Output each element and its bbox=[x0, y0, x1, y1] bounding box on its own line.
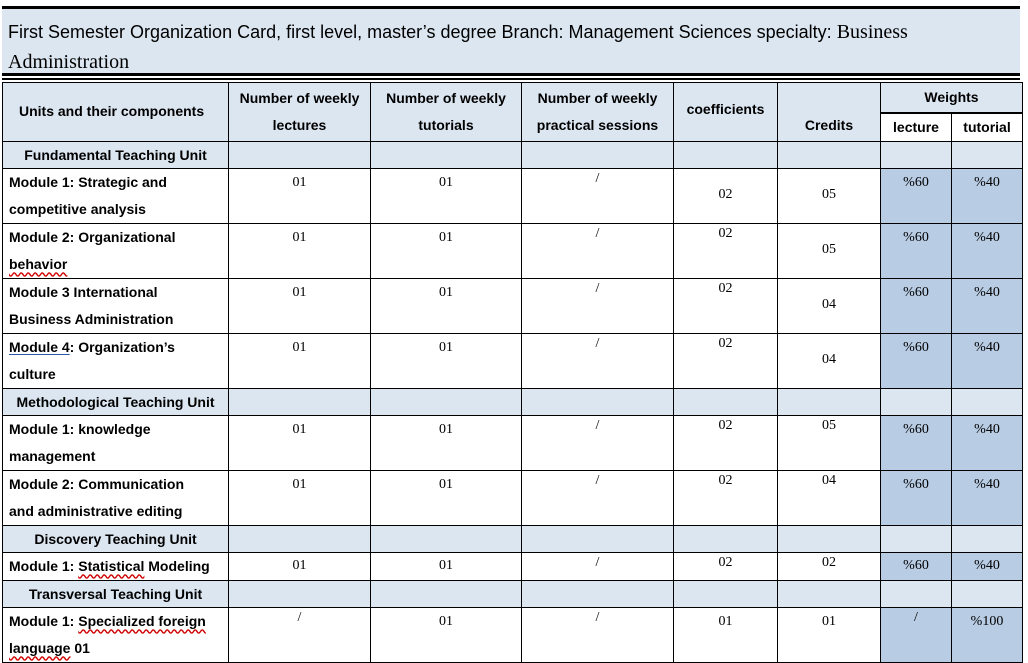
tutorials-cell: 01 bbox=[370, 551, 522, 581]
unit-name: Methodological Teaching Unit bbox=[2, 387, 229, 416]
col-header-tutorials: Number of weekly tutorials bbox=[370, 82, 522, 142]
practical-cell: / bbox=[521, 277, 674, 334]
credits-cell: 05 bbox=[777, 222, 881, 279]
module-name: Module 2: Communication and administrativ… bbox=[2, 469, 229, 526]
weight-lecture-cell: / bbox=[880, 606, 952, 663]
module-name: Module 2: Organizational behavior bbox=[2, 222, 229, 279]
lectures-cell: 01 bbox=[228, 222, 371, 279]
credits-cell: 01 bbox=[777, 606, 881, 663]
credits-cell: 02 bbox=[777, 551, 881, 581]
weight-tutorial-cell: %40 bbox=[950, 222, 1024, 279]
weight-lecture-cell: %60 bbox=[880, 222, 952, 279]
coefficient-cell: 01 bbox=[673, 606, 778, 663]
col-header-practical: Number of weekly practical sessions bbox=[521, 82, 674, 142]
credits-cell: 05 bbox=[777, 167, 881, 224]
weight-lecture-cell: %60 bbox=[880, 469, 952, 526]
table-row: Module 3 International Business Administr… bbox=[2, 277, 1024, 334]
weight-tutorial-cell: %100 bbox=[950, 606, 1024, 663]
col-header-weights: Weights bbox=[879, 82, 1024, 114]
unit-row: Fundamental Teaching Unit bbox=[2, 140, 1024, 169]
coefficient-cell: 02 bbox=[673, 167, 778, 224]
col-header-lectures: Number of weekly lectures bbox=[228, 82, 371, 142]
module-name: Module 4: Organization’s culture bbox=[2, 332, 229, 389]
col-header-weight-lecture: lecture bbox=[880, 112, 952, 142]
table-row: Module 1: Statistical Modeling 01 01 / 0… bbox=[2, 551, 1024, 581]
weight-tutorial-cell: %40 bbox=[950, 551, 1024, 581]
lectures-cell: / bbox=[228, 606, 371, 663]
lectures-cell: 01 bbox=[228, 167, 371, 224]
tutorials-cell: 01 bbox=[370, 277, 522, 334]
table-row: Module 4: Organization’s culture 01 01 / … bbox=[2, 332, 1024, 389]
practical-cell: / bbox=[521, 469, 674, 526]
table-row: Module 1: Strategic and competitive analy… bbox=[2, 167, 1024, 224]
weight-lecture-cell: %60 bbox=[880, 332, 952, 389]
tutorials-cell: 01 bbox=[370, 469, 522, 526]
practical-cell: / bbox=[521, 222, 674, 279]
weight-tutorial-cell: %40 bbox=[950, 277, 1024, 334]
coefficient-cell: 02 bbox=[673, 222, 778, 279]
coefficient-cell: 02 bbox=[673, 551, 778, 581]
practical-cell: / bbox=[521, 606, 674, 663]
unit-name: Discovery Teaching Unit bbox=[2, 524, 229, 553]
lectures-cell: 01 bbox=[228, 332, 371, 389]
coefficient-cell: 02 bbox=[673, 469, 778, 526]
tutorials-cell: 01 bbox=[370, 222, 522, 279]
weight-tutorial-cell: %40 bbox=[950, 167, 1024, 224]
weight-lecture-cell: %60 bbox=[880, 414, 952, 471]
lectures-cell: 01 bbox=[228, 551, 371, 581]
credits-cell: 04 bbox=[777, 277, 881, 334]
lectures-cell: 01 bbox=[228, 277, 371, 334]
practical-cell: / bbox=[521, 551, 674, 581]
table-row: Module 2: Communication and administrativ… bbox=[2, 469, 1024, 526]
tutorials-cell: 01 bbox=[370, 414, 522, 471]
module-name: Module 1: Strategic and competitive analy… bbox=[2, 167, 229, 224]
credits-cell: 04 bbox=[777, 469, 881, 526]
tutorials-cell: 01 bbox=[370, 167, 522, 224]
table-row: Module 2: Organizational behavior 01 01 /… bbox=[2, 222, 1024, 279]
unit-row: Transversal Teaching Unit bbox=[2, 579, 1024, 608]
weight-lecture-cell: %60 bbox=[880, 167, 952, 224]
practical-cell: / bbox=[521, 414, 674, 471]
credits-cell: 05 bbox=[777, 414, 881, 471]
module-name: Module 1: knowledge management bbox=[2, 414, 229, 471]
table-row: Module 1: Specialized foreign language 01… bbox=[2, 606, 1024, 663]
credits-cell: 04 bbox=[777, 332, 881, 389]
weight-tutorial-cell: %40 bbox=[950, 469, 1024, 526]
organization-table: Units and their components Number of wee… bbox=[2, 82, 1024, 663]
document-title: First Semester Organization Card, first … bbox=[2, 6, 1020, 76]
lectures-cell: 01 bbox=[228, 414, 371, 471]
unit-row: Methodological Teaching Unit bbox=[2, 387, 1024, 416]
coefficient-cell: 02 bbox=[673, 414, 778, 471]
lectures-cell: 01 bbox=[228, 469, 371, 526]
coefficient-cell: 02 bbox=[673, 332, 778, 389]
weight-tutorial-cell: %40 bbox=[950, 332, 1024, 389]
col-header-weight-tutorial: tutorial bbox=[950, 112, 1024, 142]
title-line-1: First Semester Organization Card, first … bbox=[8, 21, 908, 43]
weight-lecture-cell: %60 bbox=[880, 277, 952, 334]
title-divider bbox=[2, 78, 1020, 80]
col-header-credits: Credits bbox=[777, 82, 881, 142]
unit-name: Transversal Teaching Unit bbox=[2, 579, 229, 608]
coefficient-cell: 02 bbox=[673, 277, 778, 334]
title-line-2: Administration bbox=[8, 51, 130, 73]
practical-cell: / bbox=[521, 332, 674, 389]
module-name: Module 1: Specialized foreign language 01 bbox=[2, 606, 229, 663]
table-row: Module 1: knowledge management 01 01 / 02… bbox=[2, 414, 1024, 471]
unit-name: Fundamental Teaching Unit bbox=[2, 140, 229, 169]
tutorials-cell: 01 bbox=[370, 332, 522, 389]
module-name: Module 1: Statistical Modeling bbox=[2, 551, 229, 581]
weight-tutorial-cell: %40 bbox=[950, 414, 1024, 471]
col-header-units: Units and their components bbox=[2, 82, 229, 142]
unit-row: Discovery Teaching Unit bbox=[2, 524, 1024, 553]
practical-cell: / bbox=[521, 167, 674, 224]
module-name: Module 3 International Business Administr… bbox=[2, 277, 229, 334]
tutorials-cell: 01 bbox=[370, 606, 522, 663]
col-header-coefficients: coefficients bbox=[673, 82, 778, 142]
weight-lecture-cell: %60 bbox=[880, 551, 952, 581]
